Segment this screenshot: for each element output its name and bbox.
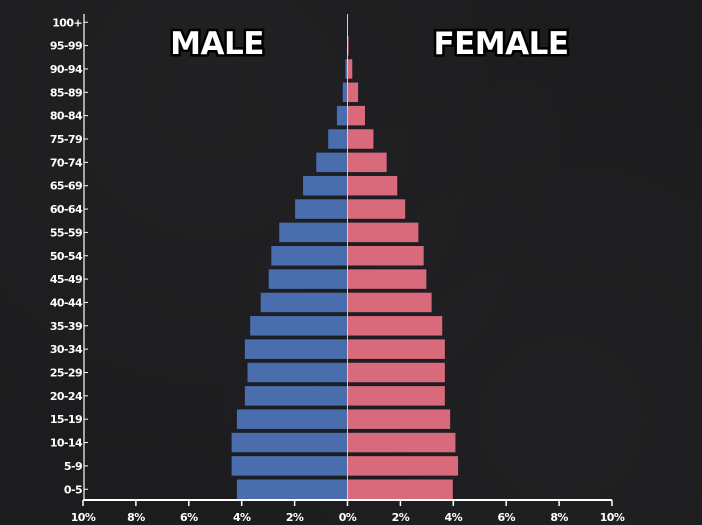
male-bar-60-64	[294, 198, 349, 220]
age-label-40-44: 40-44	[50, 296, 83, 309]
female-bar-80-84	[347, 104, 366, 127]
x-tick-label-4: 2%	[286, 511, 304, 524]
male-bar-15-19	[235, 408, 348, 430]
male-bar-30-34	[243, 338, 348, 360]
x-tick-label-6: 2%	[392, 511, 410, 524]
female-bar-90-94	[347, 58, 354, 80]
age-label-80-84: 80-84	[50, 110, 83, 123]
female-title: FEMALE	[433, 26, 568, 62]
male-bar-70-74	[315, 151, 349, 174]
age-label-85-89: 85-89	[50, 86, 82, 99]
female-bar-45-49	[347, 268, 428, 290]
male-bars	[230, 11, 349, 500]
female-bar-50-54	[347, 245, 425, 267]
age-label-5-9: 5-9	[64, 460, 82, 473]
age-label-50-54: 50-54	[50, 250, 83, 263]
male-bar-10-14	[230, 431, 348, 454]
female-bar-25-29	[347, 361, 446, 384]
male-bar-0-5	[235, 478, 348, 500]
age-label-10-14: 10-14	[50, 437, 83, 450]
male-bar-75-79	[327, 128, 349, 150]
male-bar-65-69	[302, 174, 349, 197]
age-label-25-29: 25-29	[50, 367, 82, 380]
x-tick-label-0: 10%	[71, 511, 96, 524]
male-bar-55-59	[278, 221, 349, 244]
x-tick-label-8: 6%	[497, 511, 515, 524]
x-tick-label-2: 6%	[180, 511, 198, 524]
male-bar-40-44	[259, 291, 348, 314]
female-bar-85-89	[347, 81, 360, 104]
male-title: MALE	[170, 26, 264, 62]
age-label-70-74: 70-74	[50, 156, 83, 169]
age-label-55-59: 55-59	[50, 226, 82, 239]
female-bar-20-24	[347, 385, 446, 407]
age-label-75-79: 75-79	[50, 133, 82, 146]
x-tick-label-3: 4%	[233, 511, 251, 524]
male-bar-25-29	[246, 361, 349, 384]
age-label-20-24: 20-24	[50, 390, 83, 403]
x-axis-ticks: 10% 8% 6% 4% 2% 0% 2% 4% 6% 8% 10%	[71, 500, 625, 524]
x-tick-label-10: 10%	[600, 511, 625, 524]
female-bar-35-39	[347, 315, 444, 337]
male-bar-5-9	[230, 455, 348, 477]
age-label-30-34: 30-34	[50, 343, 83, 356]
female-bar-60-64	[347, 198, 407, 220]
male-bar-45-49	[267, 268, 348, 290]
age-label-65-69: 65-69	[50, 180, 82, 193]
age-label-45-49: 45-49	[50, 273, 82, 286]
age-label-60-64: 60-64	[50, 203, 83, 216]
x-tick-label-5: 0%	[339, 511, 357, 524]
male-bar-35-39	[249, 315, 348, 337]
male-bar-20-24	[243, 385, 348, 407]
x-tick-label-9: 8%	[550, 511, 568, 524]
female-bar-40-44	[347, 291, 433, 314]
age-label-90-94: 90-94	[50, 63, 83, 76]
female-bar-30-34	[347, 338, 446, 360]
age-label-35-39: 35-39	[50, 320, 82, 333]
female-bar-15-19	[347, 408, 452, 430]
age-group-labels: 0-5 5-9 10-14 15-19 20-24 25-29 30-34 35-39 40-4…	[50, 14, 88, 500]
female-bar-55-59	[347, 221, 420, 244]
female-bar-5-9	[347, 455, 460, 477]
age-label-100+: 100+	[52, 16, 82, 29]
male-bar-50-54	[270, 245, 349, 267]
x-tick-label-7: 4%	[445, 511, 463, 524]
female-bar-0-5	[347, 478, 454, 500]
age-label-95-99: 95-99	[50, 40, 82, 53]
age-label-15-19: 15-19	[50, 413, 82, 426]
female-bar-65-69	[347, 174, 399, 197]
female-bar-70-74	[347, 151, 388, 174]
female-bar-75-79	[347, 128, 375, 150]
male-bar-85-89	[341, 81, 348, 104]
x-tick-label-1: 8%	[127, 511, 145, 524]
female-bar-10-14	[347, 431, 457, 454]
female-bars	[347, 11, 460, 500]
age-label-0-5: 0-5	[64, 483, 82, 496]
male-bar-80-84	[335, 104, 348, 127]
